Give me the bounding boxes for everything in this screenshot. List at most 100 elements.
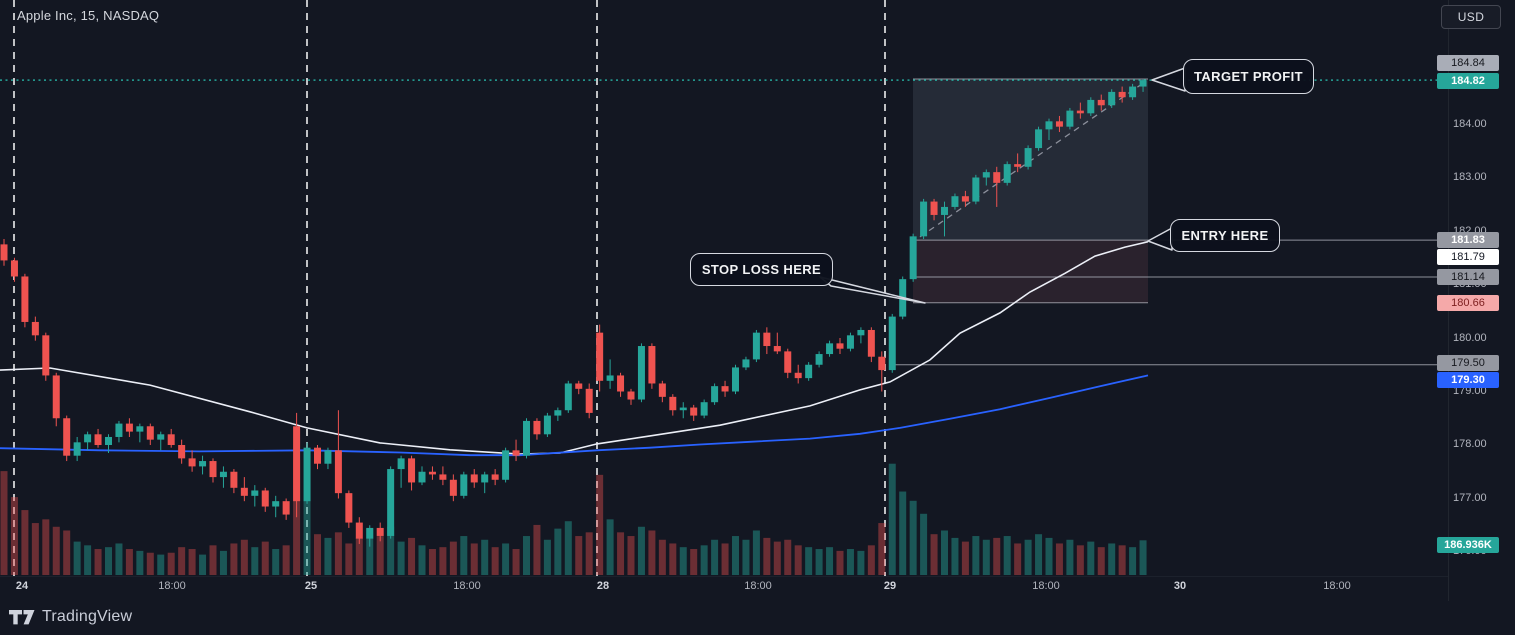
price-tick-label: 183.00 [1453, 171, 1487, 183]
volume-bar [481, 539, 489, 575]
volume-bar [805, 547, 813, 575]
candle-body [972, 177, 980, 202]
candle-body [21, 276, 29, 322]
candle-body [52, 375, 60, 419]
volume-bar [617, 532, 625, 575]
entry-here-callout[interactable]: ENTRY HERE [1170, 219, 1280, 252]
chart-canvas[interactable] [0, 0, 1448, 576]
volume-bar [690, 549, 698, 575]
volume-bar [784, 539, 792, 575]
volume-bar [1066, 539, 1074, 575]
price-badge: 181.14 [1437, 269, 1499, 285]
volume-bar [575, 536, 583, 575]
volume-bar [1118, 545, 1126, 575]
volume-bar [230, 543, 238, 575]
candle-body [523, 420, 530, 456]
candle-body [533, 420, 541, 435]
candle-body [867, 329, 875, 357]
target-callout-tail [1151, 67, 1186, 92]
candle-body [732, 367, 739, 392]
candle-body [920, 201, 928, 237]
volume-bar [679, 547, 687, 575]
volume-bar [815, 549, 823, 575]
volume-bar [1014, 543, 1022, 575]
candle-body [721, 386, 729, 392]
volume-bar [167, 552, 175, 575]
volume-bar [105, 547, 112, 575]
volume-bar [94, 549, 102, 575]
candle-body [1003, 164, 1011, 183]
candle-body [554, 410, 562, 416]
volume-bar [920, 513, 928, 575]
price-tick-label: 177.00 [1453, 492, 1487, 504]
time-scale[interactable] [0, 576, 1448, 602]
candle-body [376, 527, 384, 536]
volume-bar [1055, 543, 1063, 575]
candle-body [1055, 121, 1063, 127]
volume-bar [84, 545, 92, 575]
candle-body [794, 372, 802, 379]
price-tick-label: 184.00 [1453, 118, 1487, 130]
entry-callout-tail [1147, 227, 1173, 251]
volume-bar [282, 545, 290, 575]
symbol-title[interactable]: Apple Inc, 15, NASDAQ [17, 8, 160, 23]
ma-line-white [0, 240, 1149, 455]
time-tick-label: 18:00 [158, 580, 186, 592]
volume-bar [460, 536, 468, 575]
volume-bar [115, 543, 123, 575]
candle-body [888, 316, 896, 371]
candle-body [763, 332, 771, 347]
currency-usd-button[interactable]: USD [1441, 5, 1501, 29]
volume-bar [596, 474, 604, 575]
volume-bar [1108, 543, 1116, 575]
volume-bar [742, 539, 750, 575]
volume-bar [324, 537, 332, 575]
volume-bar [930, 534, 938, 575]
target-profit-callout[interactable]: TARGET PROFIT [1183, 59, 1314, 94]
candle-body [1118, 91, 1126, 98]
candle-body [73, 442, 81, 456]
candle-body [1014, 164, 1022, 167]
stop-loss-callout[interactable]: STOP LOSS HERE [690, 253, 833, 286]
volume-bar [846, 549, 854, 575]
volume-bar [554, 528, 562, 575]
volume-bar [366, 528, 374, 575]
volume-bar [470, 543, 478, 575]
volume-bar [157, 554, 165, 575]
volume-bar [272, 549, 280, 575]
volume-bar [523, 536, 530, 575]
candle-body [282, 501, 290, 515]
candle-body [84, 434, 92, 443]
candle-body [857, 329, 865, 336]
volume-bar [397, 541, 405, 575]
candle-body [982, 172, 990, 178]
candle-body [878, 356, 886, 371]
candle-body [94, 434, 102, 445]
volume-bar [52, 526, 60, 575]
time-tick-label: 18:00 [744, 580, 772, 592]
candle-body [711, 386, 719, 403]
tradingview-attribution[interactable]: TradingView [9, 608, 132, 626]
volume-bar [219, 550, 227, 575]
candle-body [1097, 99, 1105, 106]
volume-bar [21, 510, 29, 575]
candle-body [209, 461, 217, 478]
volume-bar [240, 539, 248, 575]
candle-body [1066, 110, 1074, 127]
candle-body [617, 375, 625, 392]
volume-bar [1139, 540, 1147, 575]
volume-bar [355, 537, 363, 575]
candle-body [387, 469, 395, 536]
volume-bar [606, 519, 614, 575]
time-tick-label: 25 [304, 580, 318, 592]
candle-body [742, 359, 750, 368]
candle-body [345, 493, 353, 523]
candle-body [460, 474, 468, 496]
volume-bar [763, 537, 771, 575]
candle-body [784, 351, 792, 373]
volume-bar [136, 550, 144, 575]
price-badge: 181.83 [1437, 232, 1499, 248]
volume-bar [449, 541, 457, 575]
candle-body [303, 447, 311, 502]
